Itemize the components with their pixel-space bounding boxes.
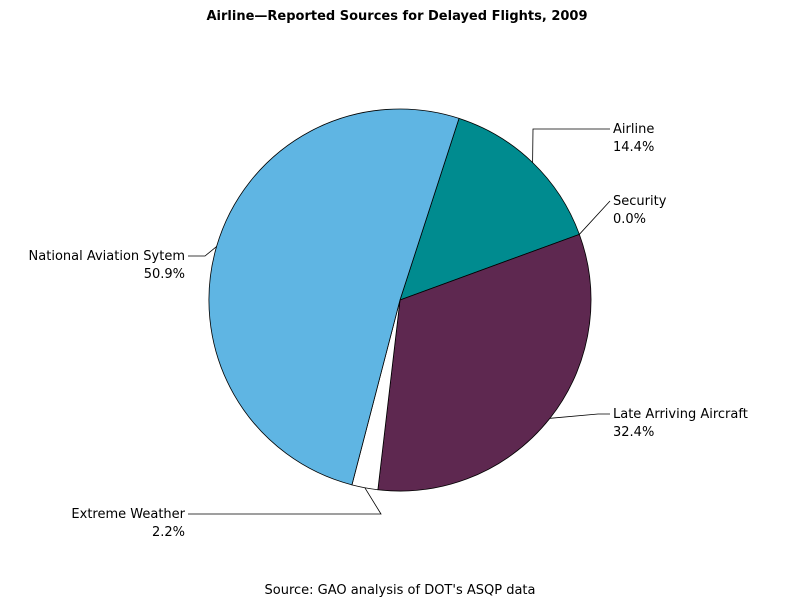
- slice-value-late-arriving-aircraft: 32.4%: [613, 425, 654, 440]
- slice-labels: Airline 14.4% Security 0.0% Late Arriving Ai…: [29, 122, 748, 540]
- chart-title: Airline—Reported Sources for Delayed Fli…: [206, 9, 587, 24]
- pie-slice-late-arriving-aircraft: [377, 233, 592, 492]
- slice-value-national-aviation-sytem: 50.9%: [144, 267, 185, 282]
- leader-line-extreme-weather: [188, 487, 382, 515]
- slice-label-national-aviation-sytem: National Aviation Sytem: [29, 249, 185, 264]
- leader-line-security: [579, 200, 611, 235]
- slice-value-security: 0.0%: [613, 212, 646, 227]
- leader-line-national-aviation-sytem: [188, 246, 217, 257]
- slice-label-security: Security: [613, 194, 667, 209]
- leader-lines: [188, 128, 611, 515]
- slice-label-late-arriving-aircraft: Late Arriving Aircraft: [613, 407, 748, 422]
- slice-label-airline: Airline: [613, 122, 654, 137]
- leader-line-airline: [532, 128, 610, 163]
- slice-value-extreme-weather: 2.2%: [152, 525, 185, 540]
- pie-slices: [208, 108, 592, 492]
- chart-footnote: Source: GAO analysis of DOT's ASQP data: [265, 583, 536, 598]
- leader-line-late-arriving-aircraft: [549, 413, 610, 419]
- slice-label-extreme-weather: Extreme Weather: [71, 507, 185, 522]
- slice-value-airline: 14.4%: [613, 140, 654, 155]
